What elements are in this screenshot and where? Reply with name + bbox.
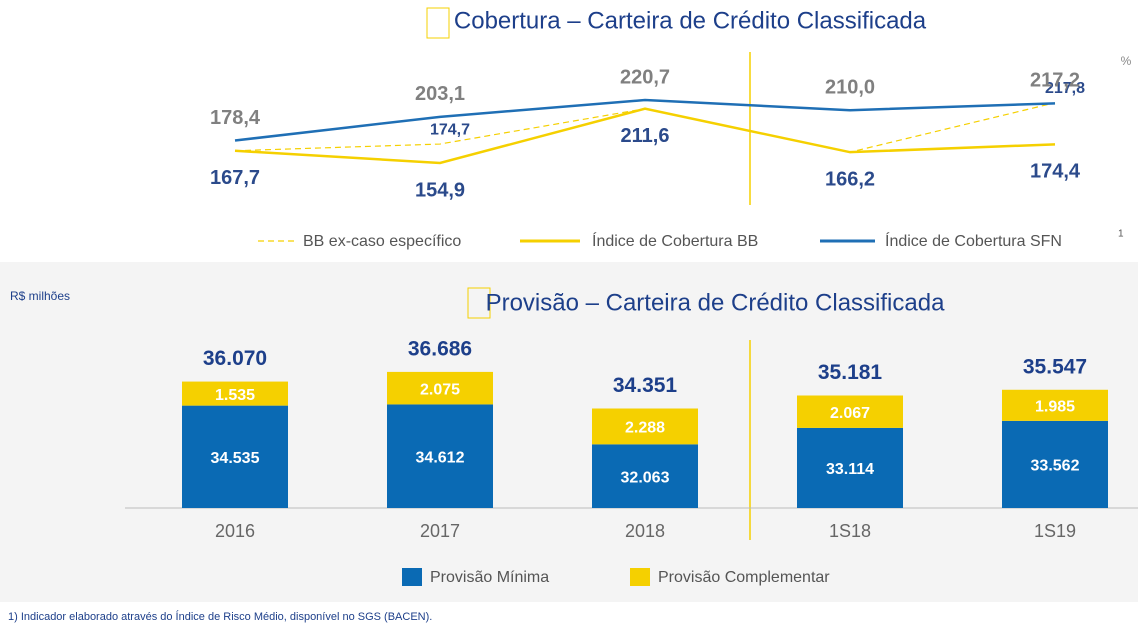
data-label: 1.535 — [215, 387, 255, 404]
data-label: 32.063 — [621, 469, 670, 486]
data-label: 203,1 — [415, 83, 465, 105]
data-label: 210,0 — [825, 77, 875, 99]
bar-segment — [182, 405, 288, 508]
title-accent — [426, 7, 450, 39]
bar-segment — [387, 371, 493, 405]
data-label: 154,9 — [415, 179, 465, 201]
data-label: 2.067 — [830, 405, 870, 422]
chart-title: Provisão – Carteira de Crédito Classific… — [486, 289, 946, 316]
data-label: 211,6 — [621, 125, 670, 147]
data-label: 217,2 — [1030, 70, 1080, 92]
data-label: 167,7 — [210, 167, 260, 189]
data-label: 174,4 — [1030, 161, 1081, 183]
data-label: 2.288 — [625, 420, 665, 437]
legend-swatch — [630, 568, 650, 586]
bar-segment — [1002, 389, 1108, 421]
footnote-ref: 1 — [1118, 229, 1124, 240]
data-label: 1.985 — [1035, 399, 1075, 416]
data-label: 178,4 — [210, 107, 261, 129]
x-tick-label: 2016 — [215, 521, 255, 541]
x-tick-label: 2018 — [625, 521, 665, 541]
x-tick-label: 1S19 — [1034, 521, 1076, 541]
total-label: 35.181 — [818, 361, 883, 384]
legend-label: Provisão Mínima — [430, 569, 549, 586]
legend-label: Provisão Complementar — [658, 569, 830, 586]
unit: R$ milhões — [10, 289, 70, 303]
unit: % — [1121, 54, 1132, 68]
dashed-line — [234, 102, 1056, 153]
bar-segment — [182, 381, 288, 406]
title-accent — [467, 287, 491, 319]
legend-label: Índice de Cobertura SFN — [885, 231, 1062, 250]
data-label: 217,8 — [1045, 80, 1085, 97]
bar-segment — [797, 395, 903, 428]
data-label: 34.612 — [416, 449, 465, 466]
x-tick-label: 2017 — [420, 521, 460, 541]
data-label: 220,7 — [620, 66, 670, 88]
data-label: 166,2 — [825, 168, 875, 190]
legend-label: Índice de Cobertura BB — [592, 231, 758, 250]
x-tick-label: 1S18 — [829, 521, 871, 541]
bar-segment — [387, 404, 493, 508]
line — [234, 98, 1056, 142]
legend-swatch — [402, 568, 422, 586]
bar-segment — [1002, 420, 1108, 508]
bar-segment — [592, 444, 698, 508]
data-label: 174,7 — [430, 121, 470, 138]
footnote: 1) Indicador elaborado através do Índice… — [8, 610, 432, 623]
chart-title: Cobertura – Carteira de Crédito Classifi… — [454, 7, 927, 34]
total-label: 35.547 — [1023, 355, 1087, 378]
total-label: 36.686 — [408, 337, 472, 360]
data-label: 33.114 — [826, 461, 874, 478]
data-label: 33.562 — [1031, 458, 1080, 475]
total-label: 34.351 — [613, 374, 678, 397]
data-label: 34.535 — [211, 450, 260, 467]
bar-segment — [797, 427, 903, 508]
data-label: 2.075 — [420, 381, 460, 398]
total-label: 36.070 — [203, 347, 267, 370]
bar-segment — [592, 408, 698, 445]
legend-label: BB ex-caso específico — [303, 233, 461, 250]
